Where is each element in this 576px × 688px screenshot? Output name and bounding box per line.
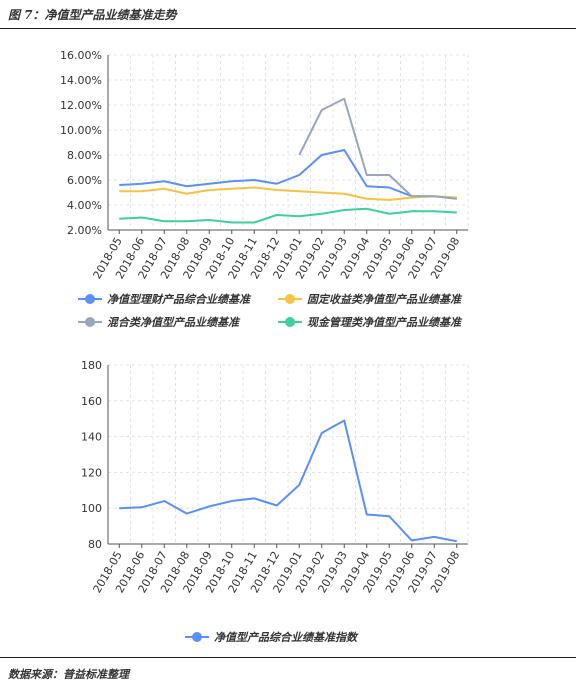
legend-marker-icon: [285, 317, 295, 327]
source-note: 数据来源：普益标准整理: [8, 668, 129, 681]
y-tick-label: 10.00%: [60, 124, 102, 137]
legend-marker-icon: [285, 294, 295, 304]
y-tick-label: 2.00%: [67, 224, 102, 237]
legend-label: 固定收益类净值型产品业绩基准: [307, 293, 463, 306]
y-tick-label: 140: [81, 431, 102, 444]
series-line-1: [119, 149, 457, 200]
series-line-2: [119, 186, 457, 201]
series-line-3: [298, 97, 457, 200]
legend-marker-icon: [85, 317, 95, 327]
y-tick-label: 120: [81, 466, 102, 479]
legend-label: 混合类净值型产品业绩基准: [107, 316, 241, 329]
y-tick-label: 12.00%: [60, 99, 102, 112]
bottom-rule: [0, 657, 576, 658]
y-tick-label: 160: [81, 395, 102, 408]
y-tick-label: 100: [81, 502, 102, 515]
legend-marker-icon: [85, 294, 95, 304]
figure-title: 图 7：净值型产品业绩基准走势: [8, 8, 177, 22]
series-line-4: [119, 207, 457, 224]
legend-label: 现金管理类净值型产品业绩基准: [307, 316, 463, 329]
legend-item-3[interactable]: 混合类净值型产品业绩基准: [78, 316, 241, 329]
chart-2: 180160140120100802018-052018-062018-0720…: [81, 359, 469, 644]
y-tick-label: 16.00%: [60, 49, 102, 62]
legend-label: 净值型产品综合业绩基准指数: [214, 631, 359, 644]
series-line-1: [119, 419, 457, 543]
top-rule: [0, 28, 576, 29]
legend-item-4[interactable]: 现金管理类净值型产品业绩基准: [278, 316, 463, 329]
legend-item-1[interactable]: 净值型产品综合业绩基准指数: [185, 631, 359, 644]
y-tick-label: 4.00%: [67, 199, 102, 212]
y-tick-label: 14.00%: [60, 74, 102, 87]
y-tick-label: 180: [81, 359, 102, 372]
legend-marker-icon: [192, 632, 202, 642]
y-tick-label: 8.00%: [67, 149, 102, 162]
legend-item-2[interactable]: 固定收益类净值型产品业绩基准: [278, 293, 463, 306]
legend-label: 净值型理财产品综合业绩基准: [107, 293, 252, 306]
legend-item-1[interactable]: 净值型理财产品综合业绩基准: [78, 293, 252, 306]
y-tick-label: 80: [88, 538, 102, 551]
chart-1: 16.00% 14.00% 12.00% 10.00% 8.00% 6.00% 4.00% 2…: [60, 49, 469, 329]
y-tick-label: 6.00%: [67, 174, 102, 187]
